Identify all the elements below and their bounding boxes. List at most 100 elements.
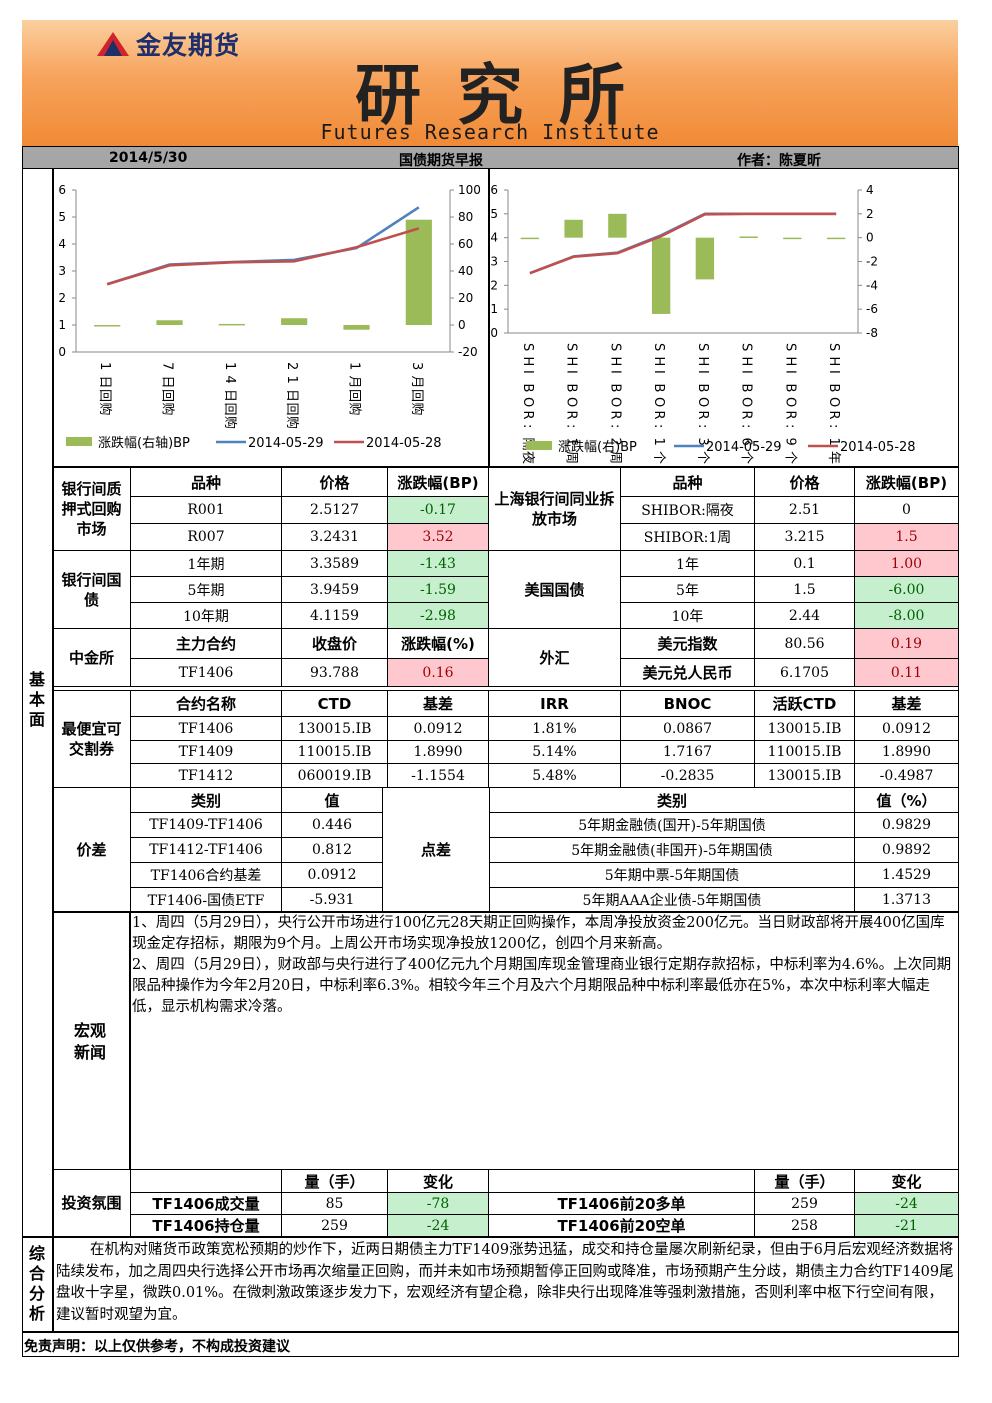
x-tick-char: S <box>826 343 841 351</box>
x-tick-char: 购 <box>160 403 176 416</box>
table-cell: 美元指数 <box>620 628 755 659</box>
x-tick-char: B <box>651 384 666 393</box>
main-frame <box>22 168 959 1357</box>
table-cell: TF1406前20多单 <box>488 1192 755 1215</box>
table-cell: TF1406持仓量 <box>130 1214 282 1237</box>
table-cell: 259 <box>281 1214 388 1237</box>
table-cell: R001 <box>130 496 282 524</box>
x-tick-label: SHIBOR:3个月 <box>695 343 710 464</box>
x-tick-char: 月 <box>409 376 424 389</box>
table-cell: 1.5 <box>754 576 855 603</box>
table-cell: 130015.IB <box>754 763 855 788</box>
y2-tick-label: -2 <box>866 255 878 269</box>
change-bar <box>520 237 540 240</box>
x-tick-char: 2 <box>284 362 299 370</box>
x-tick-char: S <box>564 343 579 351</box>
report-author: 作者：陈夏昕 <box>737 153 821 169</box>
col-header: CTD <box>281 690 388 717</box>
x-tick-char: 回 <box>97 389 112 402</box>
col-header: 量（手） <box>281 1169 388 1193</box>
table-cell: TF1406合约基差 <box>130 862 282 888</box>
col-header-pct: 涨跌幅(%) <box>387 628 489 659</box>
x-tick-label: 7 日回购 <box>160 362 176 416</box>
table-cell: TF1409 <box>130 740 282 764</box>
table-cell: 5年期金融债(国开)-5年期国债 <box>489 812 855 838</box>
x-tick-char: R <box>695 411 710 420</box>
x-tick-label: SHIBOR:6个月 <box>739 343 754 464</box>
table-cell: 5年期中票-5年期国债 <box>489 862 855 888</box>
x-tick-char: 日 <box>97 376 112 389</box>
table-cell: TF1406-国债ETF <box>130 887 282 912</box>
table-cell: TF1406前20空单 <box>488 1214 755 1237</box>
x-tick-char: B <box>607 384 622 393</box>
col-header: 量（手） <box>754 1169 855 1193</box>
x-tick-char: H <box>739 357 754 367</box>
col-header: IRR <box>488 690 621 717</box>
table-cell: 1.3713 <box>854 887 959 912</box>
x-tick-char: O <box>695 397 710 407</box>
x-tick-char: 个 <box>695 451 710 464</box>
table-cell: 2.5127 <box>281 496 388 524</box>
x-tick-char: 9 <box>782 438 797 446</box>
change-bar <box>695 237 715 280</box>
charts-bottom-line <box>52 466 958 468</box>
x-tick-char: 2 <box>607 438 622 446</box>
table-cell: 110015.IB <box>281 740 388 764</box>
col-header: 类别 <box>130 787 282 813</box>
us-treasury-label: 美国国债 <box>488 550 621 629</box>
table-cell: 4.1159 <box>281 602 388 629</box>
logo-triangle-icon <box>97 32 129 56</box>
x-tick-char: 1 <box>564 438 579 446</box>
table-cell: 93.788 <box>281 658 388 687</box>
x-tick-char: 1 <box>222 362 237 370</box>
change-bars <box>94 219 432 330</box>
x-tick-char: O <box>826 397 841 407</box>
col-header: 活跃CTD <box>754 690 855 717</box>
table-cell: 5年期金融债(非国开)-5年期国债 <box>489 837 855 863</box>
page-subtitle: Futures Research Institute <box>320 120 660 144</box>
x-tick-char: 日 <box>284 389 299 402</box>
change-cell: 0 <box>854 496 959 524</box>
x-tick-char: S <box>695 343 710 351</box>
table-cell: 0.0912 <box>387 716 489 741</box>
x-tick-char: S <box>651 343 666 351</box>
change-bar <box>783 237 802 240</box>
y-tick-label: 4 <box>58 237 66 251</box>
y2-tick-label: 40 <box>458 264 473 278</box>
x-tick-char: B <box>564 384 579 393</box>
change-cell: -21 <box>854 1214 959 1237</box>
legend-label: 2014-05-29 <box>248 436 324 451</box>
change-cell: -0.17 <box>387 496 489 524</box>
table-cell: 1.4529 <box>854 862 959 888</box>
x-tick-char: 7 <box>160 362 175 370</box>
change-bar <box>739 236 758 238</box>
col-header: 合约名称 <box>130 690 282 717</box>
table-cell: 6.1705 <box>754 658 855 687</box>
table-cell: 0.446 <box>281 812 383 838</box>
table-cell: 1年 <box>620 550 755 577</box>
table-cell: 3.2431 <box>281 523 388 551</box>
x-tick-char: R <box>520 411 535 420</box>
col-header-variety: 品种 <box>130 467 282 497</box>
x-tick-char: I <box>826 370 841 374</box>
col-header-price: 价格 <box>754 467 855 497</box>
x-tick-char: 购 <box>347 403 363 416</box>
y2-tick-label: -6 <box>866 302 878 316</box>
change-bar <box>281 318 308 325</box>
x-tick-char: 个 <box>782 451 797 464</box>
x-tick-char: R <box>651 411 666 420</box>
x-tick-char: O <box>564 397 579 407</box>
x-tick-char: I <box>564 370 579 374</box>
x-tick-char: : <box>826 424 841 428</box>
x-tick-char: 1 <box>826 438 841 446</box>
ctd-label: 最便宜可交割券 <box>52 690 131 788</box>
x-tick-char: : <box>739 424 754 428</box>
col-header: 变化 <box>387 1169 489 1193</box>
change-bar <box>218 323 245 326</box>
table-cell: -0.2835 <box>620 763 755 788</box>
empty-cell <box>488 1169 755 1193</box>
y2-tick-label: -20 <box>458 345 478 359</box>
x-tick-label: 1 日回购 <box>97 362 113 416</box>
x-tick-char: I <box>607 370 622 374</box>
x-tick-char: 周 <box>564 451 579 464</box>
